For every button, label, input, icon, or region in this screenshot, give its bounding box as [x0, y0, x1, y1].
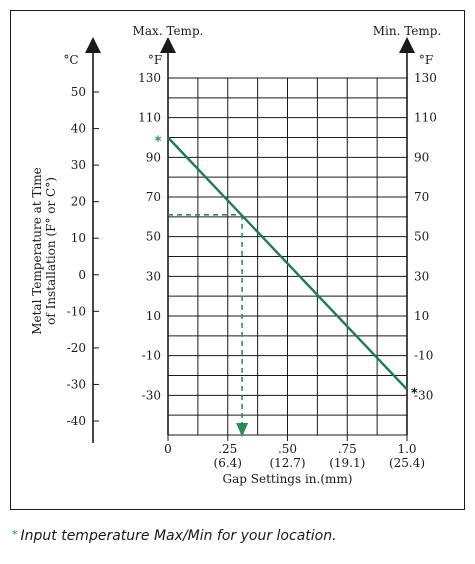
left-f-tick-label: 50	[146, 230, 161, 244]
right-f-tick-label: -30	[414, 388, 433, 402]
x-tick-sublabel: (12.7)	[269, 456, 305, 470]
left-f-unit: °F	[148, 53, 162, 67]
c-tick-label: 0	[78, 268, 86, 282]
right-f-tick-label: -10	[414, 349, 433, 363]
c-tick-label: -20	[67, 341, 86, 355]
c-tick-label: 20	[71, 195, 86, 209]
x-tick-sublabel: (6.4)	[214, 456, 242, 470]
x-tick-sublabel: (25.4)	[389, 456, 425, 470]
x-tick-label: .50	[278, 442, 297, 456]
left-f-tick-label: 110	[138, 111, 161, 125]
x-tick-label: 0	[164, 442, 172, 456]
series-line	[167, 136, 408, 391]
example-guide	[168, 214, 249, 437]
right-f-tick-label: 10	[414, 309, 429, 323]
x-tick-label: .75	[338, 442, 357, 456]
c-tick-label: 50	[71, 85, 86, 99]
max-temp-header: Max. Temp.	[133, 24, 204, 38]
c-tick-label: 30	[71, 158, 86, 172]
series-layer	[167, 136, 408, 391]
x-tick-sublabel: (19.1)	[329, 456, 365, 470]
c-tick-label: -40	[67, 414, 86, 428]
c-tick-label: 40	[71, 122, 86, 136]
c-tick-label: -10	[67, 304, 86, 318]
tick-labels: 50 40 30 20 10 0 -10 -20 -30 -40 130 130 110 110 90 90 7…	[67, 71, 437, 470]
min-temp-header: Min. Temp.	[373, 24, 442, 38]
markers-layer: **	[155, 135, 418, 402]
gap-setting-chart: 50 40 30 20 10 0 -10 -20 -30 -40 130 130 110 110 90 90 7…	[30, 24, 441, 486]
left-f-tick-label: 70	[146, 190, 161, 204]
footnote-text: Input temperature Max/Min for your locat…	[20, 528, 337, 544]
left-f-tick-label: 10	[146, 309, 161, 323]
right-f-tick-label: 30	[414, 269, 429, 283]
footnote: * Input temperature Max/Min for your loca…	[12, 528, 337, 544]
footnote-star: *	[12, 528, 18, 541]
left-f-tick-label: 90	[146, 150, 161, 164]
marker-star: *	[411, 386, 418, 401]
x-tick-label: 1.0	[397, 442, 416, 456]
chart-frame: 50 40 30 20 10 0 -10 -20 -30 -40 130 130 110 110 90 90 7…	[10, 10, 465, 510]
c-unit: °C	[63, 53, 78, 67]
x-axis-label: Gap Settings in.(mm)	[223, 472, 353, 486]
left-f-tick-label: -10	[142, 349, 161, 363]
right-f-tick-label: 90	[414, 150, 429, 164]
right-f-tick-label: 50	[414, 230, 429, 244]
plot-grid	[167, 77, 408, 436]
right-f-unit: °F	[419, 53, 433, 67]
titles-layer: Max. Temp. Min. Temp. °F °F °C Gap Settings i…	[30, 24, 441, 486]
c-axis-title-line: Metal Temperature at Time	[30, 167, 44, 335]
c-axis-title: Metal Temperature at Timeof Installation…	[30, 167, 58, 335]
left-f-tick-label: 30	[146, 269, 161, 283]
marker-star: *	[155, 135, 162, 150]
c-tick-label: 10	[71, 231, 86, 245]
right-f-tick-label: 70	[414, 190, 429, 204]
right-f-tick-label: 110	[414, 111, 437, 125]
example-guide-arrowhead	[236, 423, 249, 437]
right-f-tick-label: 130	[414, 71, 437, 85]
axes	[85, 37, 415, 443]
x-tick-label: .25	[218, 442, 237, 456]
left-f-tick-label: -30	[142, 388, 161, 402]
c-tick-label: -30	[67, 377, 86, 391]
left-f-tick-label: 130	[138, 71, 161, 85]
c-axis-title-line: of Installation (F° or C°)	[44, 177, 58, 325]
